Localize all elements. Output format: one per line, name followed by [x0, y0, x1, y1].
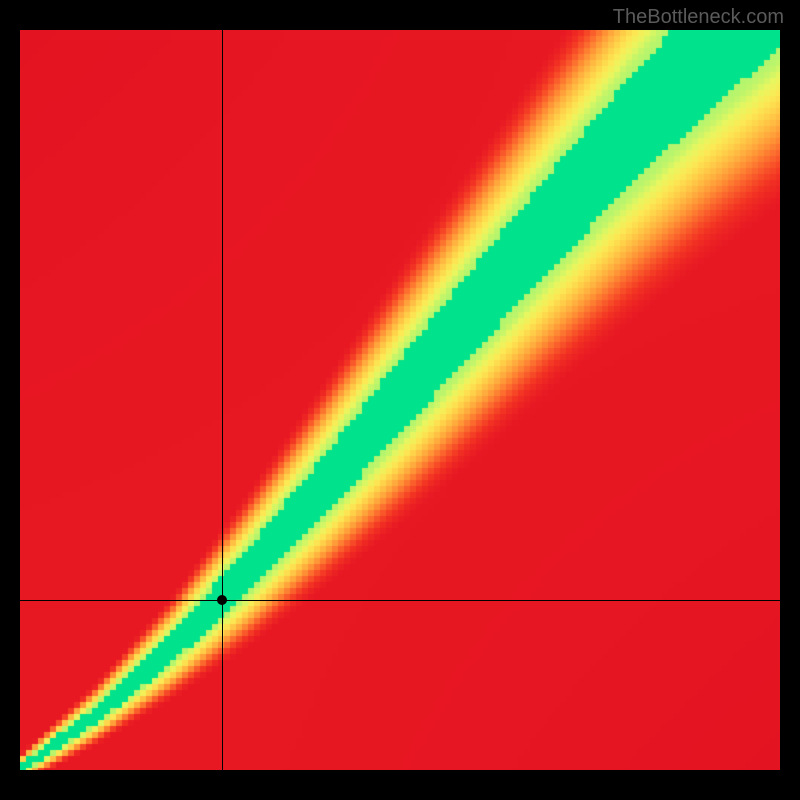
- crosshair-marker[interactable]: [217, 595, 227, 605]
- watermark: TheBottleneck.com: [613, 6, 784, 29]
- crosshair-vertical: [222, 30, 223, 770]
- bottleneck-heatmap: [20, 30, 780, 770]
- crosshair-horizontal: [20, 600, 780, 601]
- heatmap-canvas: [20, 30, 780, 770]
